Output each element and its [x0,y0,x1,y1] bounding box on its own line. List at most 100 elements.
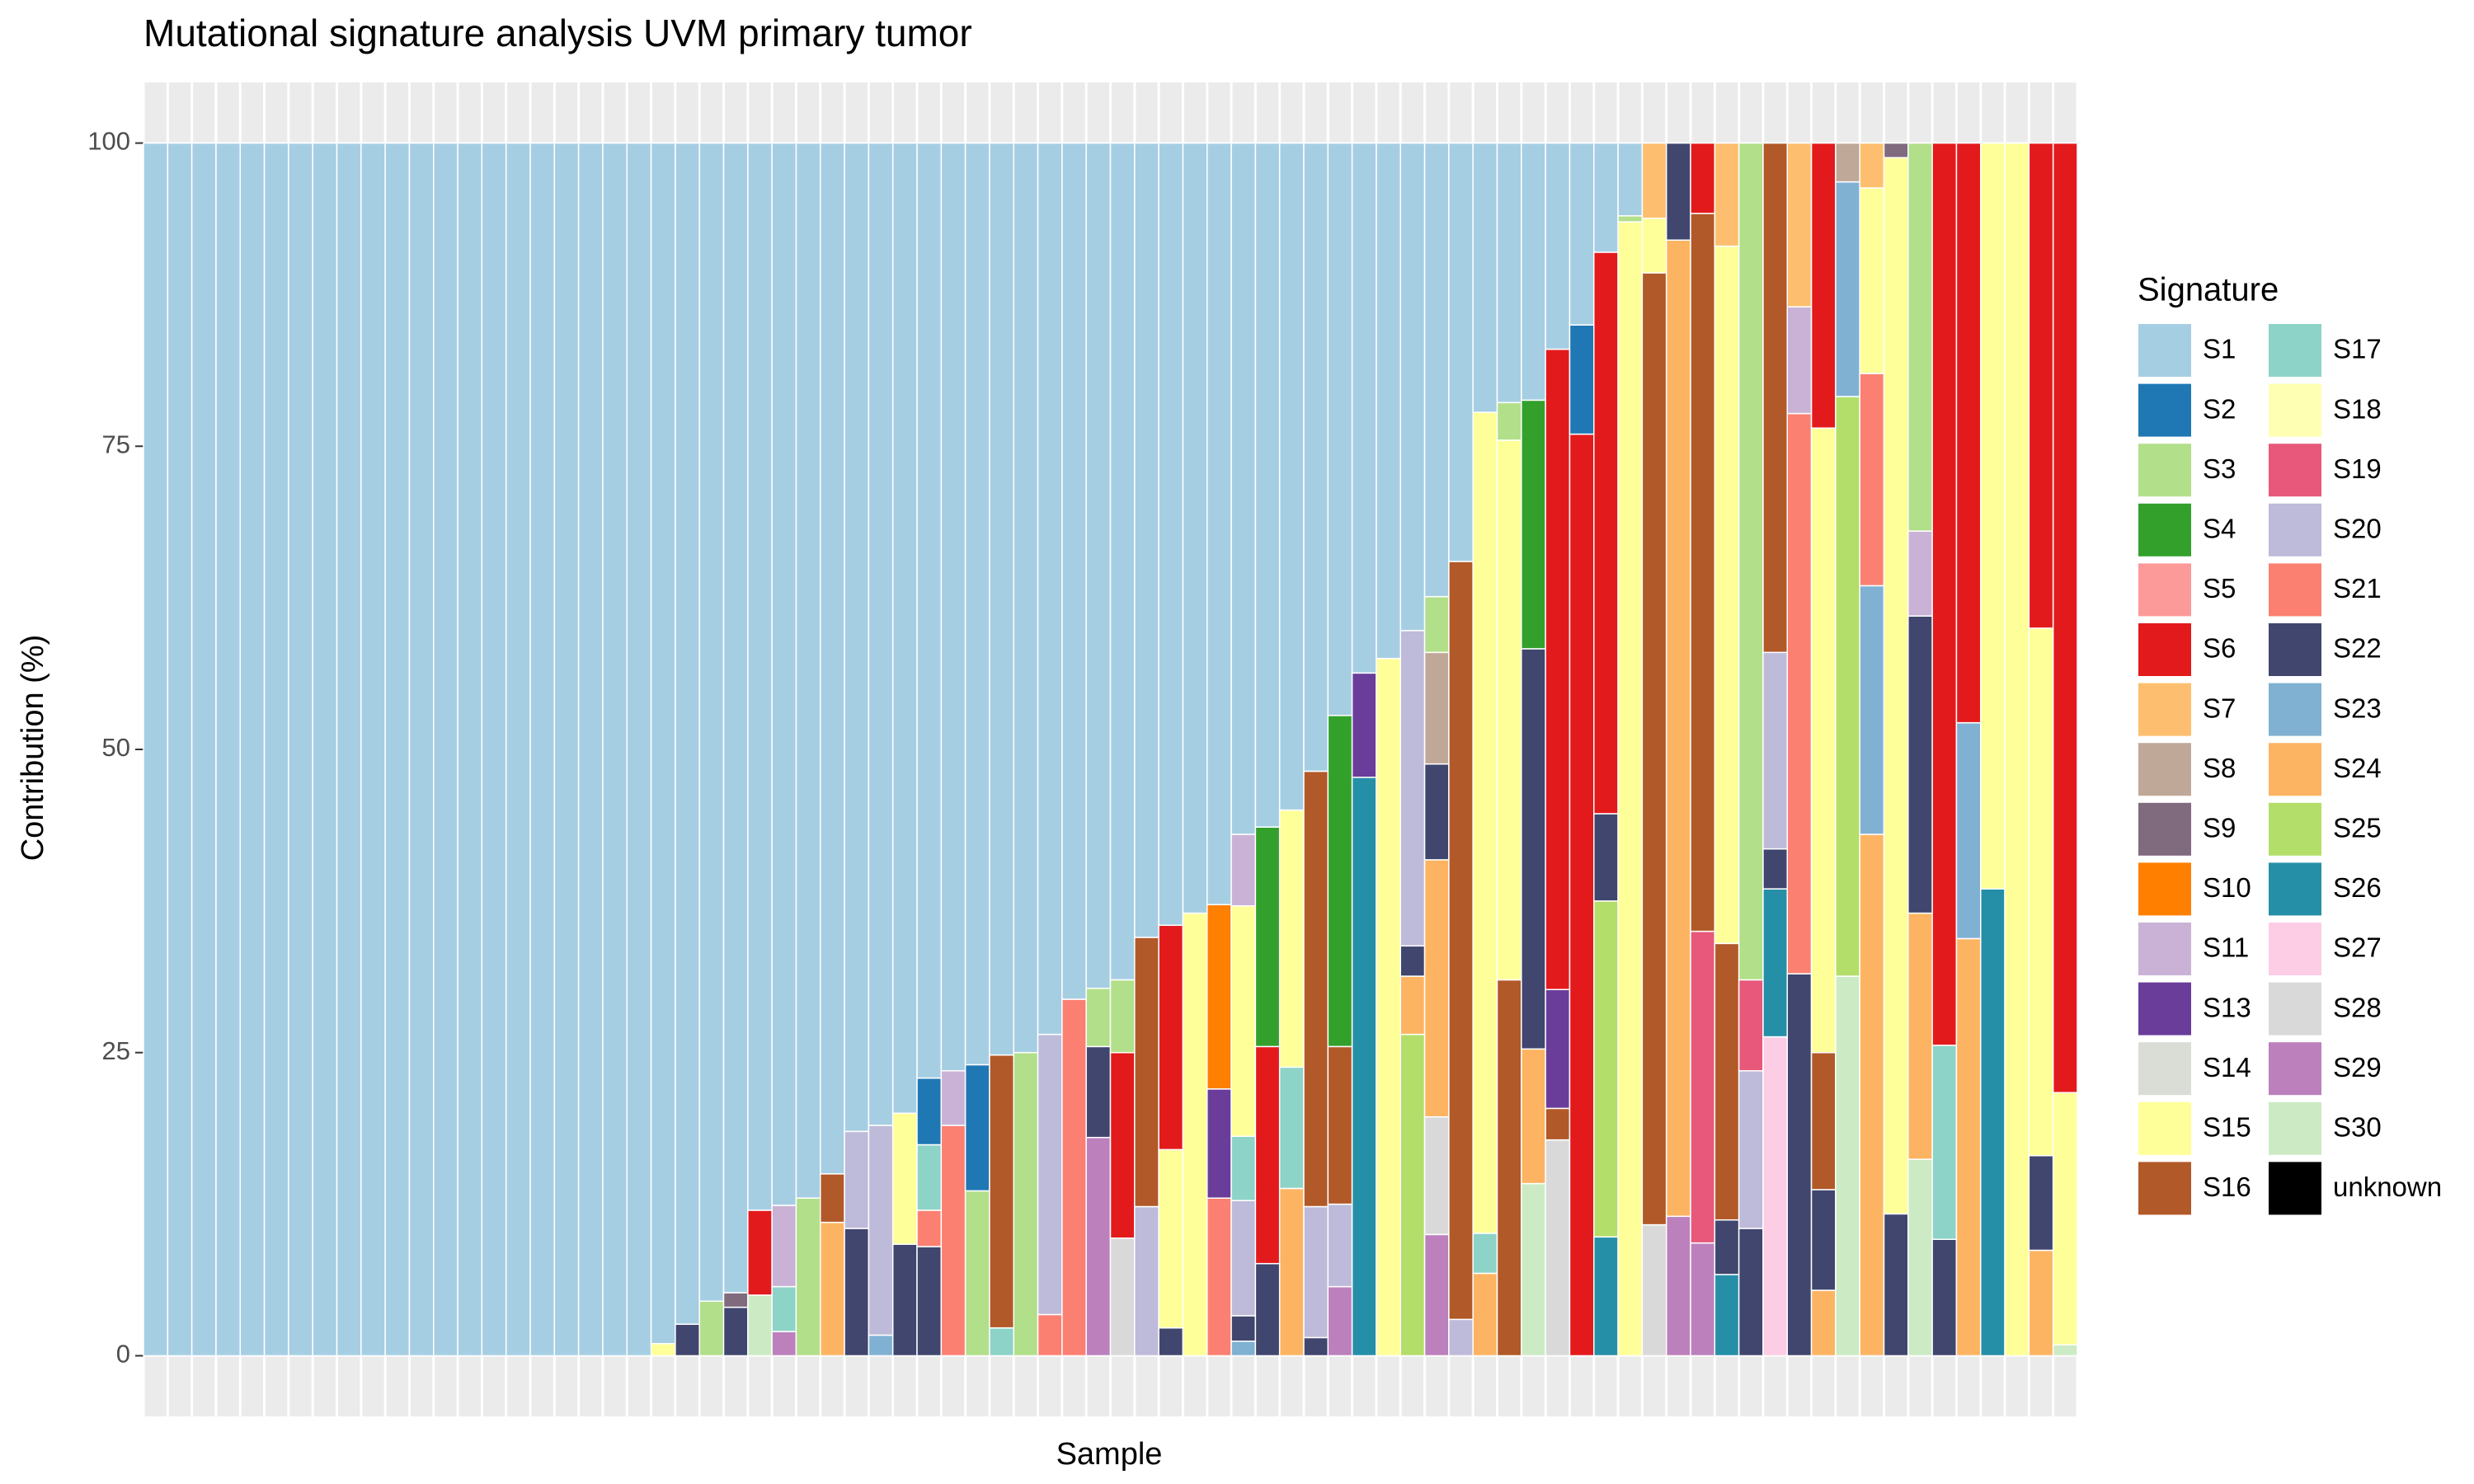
bar-segment [215,142,241,1357]
bar-segment [1859,585,1885,835]
bar-segment [1423,1115,1450,1236]
bar-segment [989,1054,1014,1329]
bar-segment [1738,1070,1764,1229]
bar-segment [1206,1088,1232,1199]
bar-segment [529,142,556,1357]
legend-label: S8 [2203,753,2236,783]
bar-segment [1641,142,1667,219]
legend-key [2137,980,2193,1037]
bar-segment [1955,721,1982,940]
bar-segment [1206,1197,1232,1357]
bar-segment [1448,142,1474,562]
bar-segment [602,142,628,1357]
bar-segment [1327,1045,1353,1205]
bar-segment [481,142,507,1357]
legend-key [2267,801,2323,857]
bar-segment [1641,1223,1667,1357]
bar-segment [1931,142,1958,1046]
legend-label: S10 [2203,872,2251,903]
bar-segment [1496,402,1522,441]
bar-segment [1351,672,1377,778]
x-axis-title: Sample [1056,1437,1163,1472]
legend-key [2137,861,2193,918]
bar-segment [190,142,217,1357]
y-tick-label: 0 [116,1340,130,1369]
bar-segment [1303,1205,1329,1339]
bar-segment [1665,142,1691,241]
bar-segment [1327,715,1353,1048]
bar-segment [1907,530,1933,617]
bar-segment [577,142,604,1357]
legend-key [2137,442,2193,499]
legend-label: S14 [2203,1052,2251,1082]
bar-segment [312,142,338,1357]
chart-title: Mutational signature analysis UVM primar… [143,12,972,54]
legend-key [2267,501,2323,558]
bar-segment [891,142,918,1115]
bar-segment [1762,651,1788,850]
legend-key [2267,980,2323,1037]
legend-key [2267,382,2323,439]
bar-segment [1399,945,1426,977]
bar-segment [239,142,266,1357]
bar-segment [1593,813,1619,902]
legend-label: S15 [2203,1112,2251,1143]
bar-segment [1883,1213,1909,1357]
bar-segment [1810,1289,1837,1357]
bar-segment [844,1228,870,1357]
legend-label: S3 [2203,453,2236,484]
bar-segment [1714,1219,1740,1275]
bar-segment [1496,439,1522,981]
bar-segment [1641,272,1667,1226]
y-axis-title: Contribution (%) [16,635,50,862]
y-tick-label: 50 [102,733,130,762]
bar-segment [408,142,435,1357]
bar-segment [771,1285,797,1332]
bar-segment [1158,1148,1184,1329]
bar-segment [1109,1237,1136,1357]
legend-label: S25 [2333,813,2382,843]
bar-segment [1593,251,1619,815]
bar-segment [1399,975,1426,1036]
legend-label: S17 [2333,334,2382,364]
bar-segment [505,142,531,1357]
bar-segment [1786,412,1813,974]
bar-segment [1254,1045,1281,1265]
bar-segment [795,142,821,1199]
bar-segment [820,1221,845,1357]
bar-segment [1859,187,1885,374]
bar-segment [1376,657,1401,1357]
bar-segment [1714,1274,1740,1357]
bar-segment [1399,142,1426,632]
bar-segment [167,142,193,1357]
bar-segment [1883,142,1909,158]
bar-segment [1472,142,1498,413]
bar-segment [722,1306,749,1357]
legend-label: S6 [2203,633,2236,664]
bar-segment [1254,1262,1281,1357]
bar-segment [1617,221,1644,1357]
bar-segment [336,142,362,1357]
legend-label: S5 [2203,573,2236,603]
bar-segment [1327,1203,1353,1288]
bar-segment [2028,142,2054,629]
bar-segment [1037,142,1063,1036]
bar-segment [1472,1233,1498,1275]
bar-segment [1399,630,1426,947]
bar-segment [1545,1139,1571,1357]
legend-key [2137,921,2193,977]
legend-key [2137,1100,2193,1157]
bar-segment [1762,1036,1788,1357]
bar-segment [1545,989,1571,1110]
bar-segment [1980,888,2006,1357]
bar-segment [2052,142,2078,1094]
bar-segment [868,1334,894,1357]
bar-segment [1907,912,1933,1160]
bar-segment [964,1190,990,1357]
bar-segment [1230,904,1257,1137]
bar-segment [1423,763,1450,861]
legend-key [2137,322,2193,378]
bar-segment [940,1125,967,1357]
bar-segment [1085,1045,1112,1139]
